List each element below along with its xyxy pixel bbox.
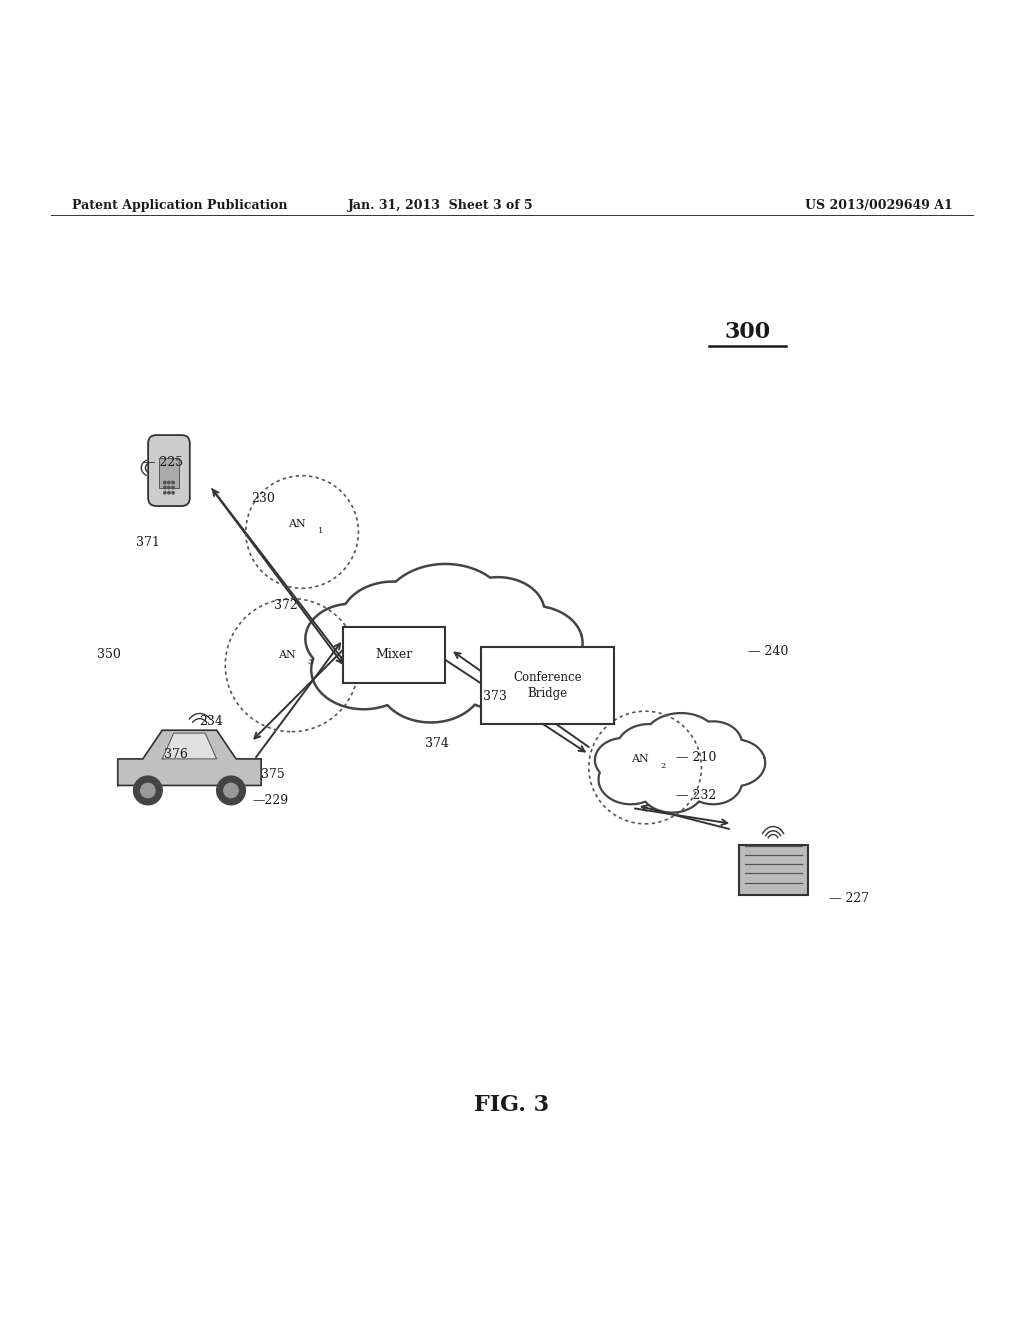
Circle shape [140, 783, 155, 797]
Text: AN: AN [631, 754, 649, 764]
Circle shape [168, 482, 170, 483]
Text: — 232: — 232 [676, 788, 716, 801]
Text: AN: AN [288, 519, 306, 529]
Text: —229: —229 [253, 793, 289, 807]
Circle shape [224, 783, 239, 797]
Circle shape [133, 776, 162, 805]
FancyBboxPatch shape [160, 458, 178, 487]
Polygon shape [162, 733, 217, 759]
Text: 371: 371 [136, 536, 160, 549]
Text: Conference
Bridge: Conference Bridge [513, 671, 583, 700]
Circle shape [217, 776, 246, 805]
Text: AN: AN [278, 649, 296, 660]
FancyBboxPatch shape [738, 845, 808, 895]
Circle shape [172, 486, 174, 488]
Text: 374: 374 [425, 738, 449, 751]
Text: 372: 372 [274, 599, 298, 612]
Text: 230: 230 [251, 492, 274, 504]
Text: — 225: — 225 [143, 455, 183, 469]
Circle shape [172, 482, 174, 483]
Text: 375: 375 [261, 768, 285, 781]
Text: — 227: — 227 [829, 892, 869, 906]
Text: 3: 3 [307, 659, 313, 667]
FancyBboxPatch shape [481, 647, 614, 723]
Circle shape [168, 491, 170, 494]
Text: 300: 300 [724, 321, 771, 343]
Circle shape [172, 491, 174, 494]
Circle shape [168, 486, 170, 488]
Text: — 240: — 240 [748, 645, 787, 659]
FancyBboxPatch shape [343, 627, 445, 682]
Text: Mixer: Mixer [376, 648, 413, 661]
Text: 234: 234 [200, 715, 223, 727]
Text: Jan. 31, 2013  Sheet 3 of 5: Jan. 31, 2013 Sheet 3 of 5 [347, 199, 534, 211]
Circle shape [164, 486, 166, 488]
Polygon shape [118, 730, 261, 785]
Text: — 210: — 210 [676, 751, 716, 764]
Text: 1: 1 [317, 527, 324, 535]
Text: US 2013/0029649 A1: US 2013/0029649 A1 [805, 199, 952, 211]
Text: 350: 350 [97, 648, 121, 661]
Circle shape [164, 491, 166, 494]
Text: 373: 373 [483, 690, 507, 704]
Text: FIG. 3: FIG. 3 [474, 1094, 550, 1117]
Text: Patent Application Publication: Patent Application Publication [72, 199, 287, 211]
Circle shape [164, 482, 166, 483]
Text: 376: 376 [164, 747, 187, 760]
FancyBboxPatch shape [148, 436, 189, 506]
Text: 2: 2 [660, 763, 667, 771]
